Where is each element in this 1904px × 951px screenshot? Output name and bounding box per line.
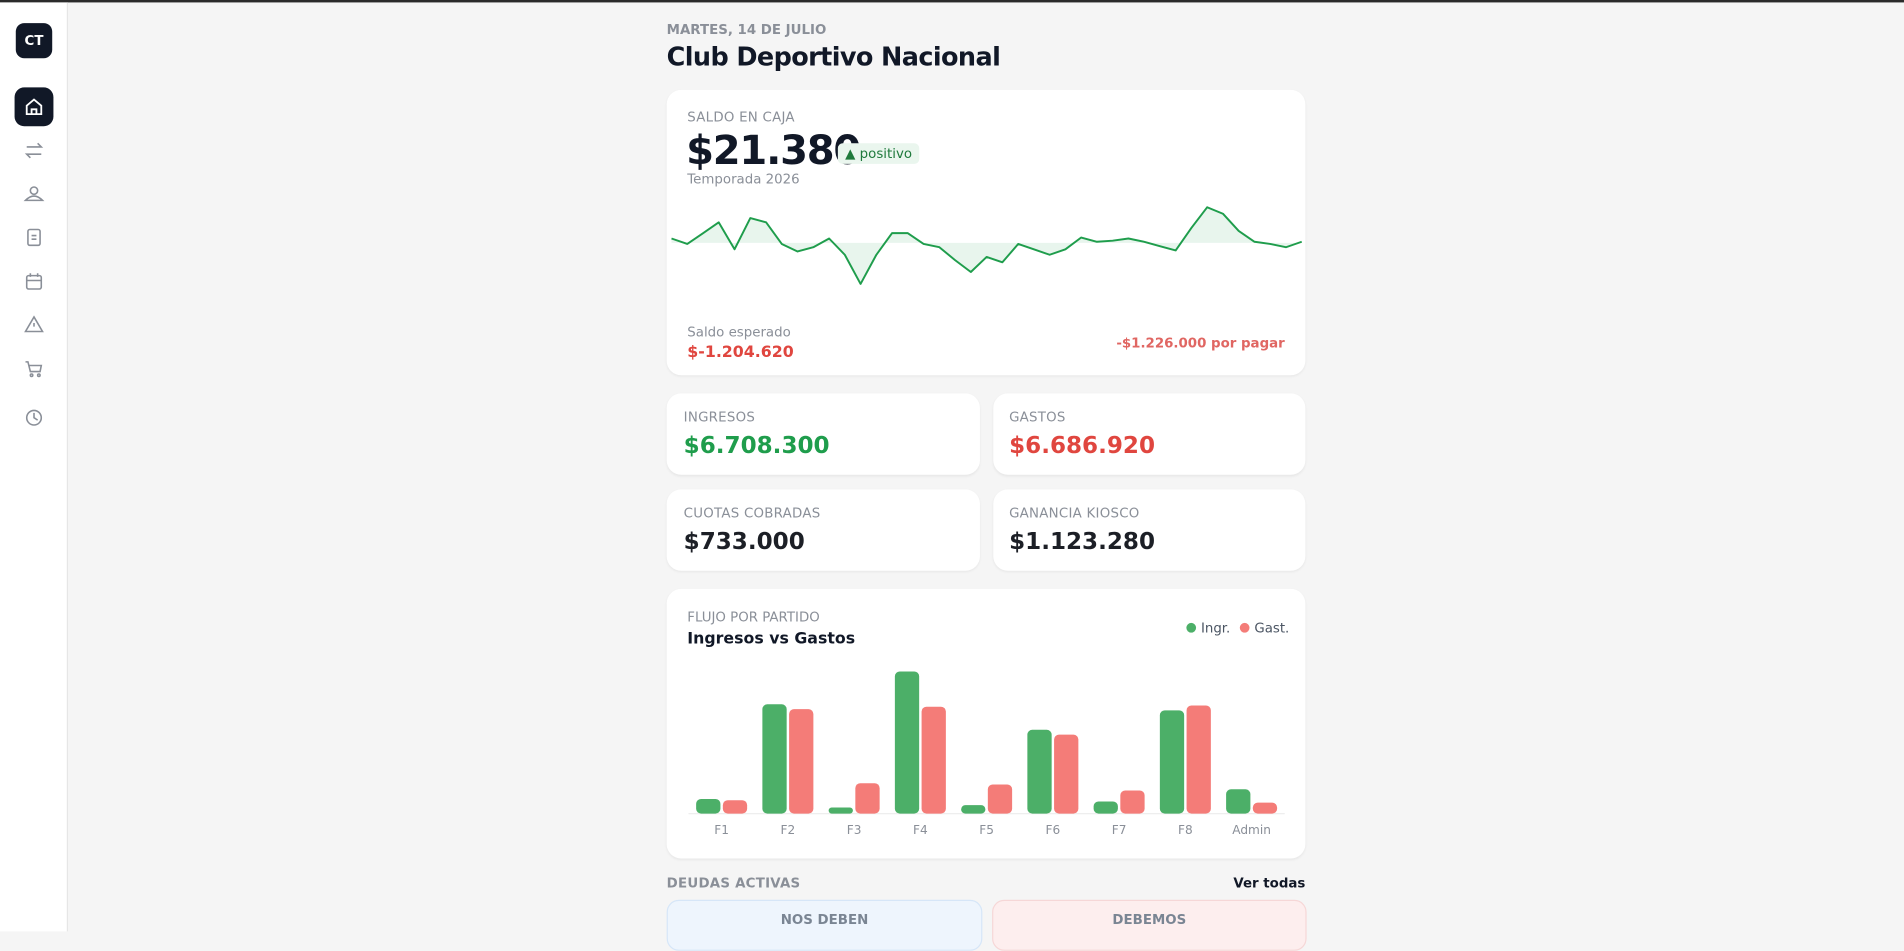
stat-card: CUOTAS COBRADAS $733.000 [666,489,980,571]
line [671,206,1303,285]
x-tick-label: F3 [847,823,862,837]
x-tick-label: F6 [1046,823,1061,837]
expected-label: Saldo esperado [687,324,791,341]
title: Club Deportivo Nacional [666,42,1001,72]
badge-text: positivo [859,145,913,162]
bar [1186,705,1211,814]
x-tick-label: F1 [714,823,729,837]
bar [789,709,814,814]
legend-label: Gast. [1254,622,1289,637]
x-tick-label: Admin [1232,823,1271,837]
stat-card: GANANCIA KIOSCO $1.123.280 [993,489,1306,571]
chart-subtitle: FLUJO POR PARTIDO [687,611,819,626]
bar [722,800,748,814]
charts: FLUJO POR PARTIDO Ingresos vs Gastos Ingr.… [671,206,1303,837]
bar [762,704,787,814]
bar [828,807,853,814]
bar [1093,801,1118,814]
stat-value: $6.686.920 [1009,432,1156,460]
x-tick-label: F4 [913,823,928,837]
area [671,207,1302,284]
bar [696,799,721,814]
bar [1120,790,1145,814]
bar [961,805,986,814]
bar [1159,710,1185,814]
bar [894,671,920,814]
bar [1054,734,1079,814]
stat-value: $1.123.280 [1009,528,1156,555]
bar [987,784,1013,814]
x-tick-label: F5 [979,823,994,837]
balance-value: $21.380 [686,126,861,174]
logo[interactable]: CT [15,23,53,59]
nav-home[interactable] [14,87,54,127]
expected-value: $-1.204.620 [687,343,794,362]
stat-card: INGRESOS $6.708.300 [666,393,980,475]
x-tick-label: F7 [1112,823,1127,837]
legend-dot [1239,622,1250,633]
see-all[interactable]: Ver todas [1233,875,1306,892]
bar [1226,789,1251,814]
bar [921,706,946,814]
stat-label: GASTOS [1009,409,1066,426]
stat-value: $6.708.300 [683,432,830,460]
balance-label: SALDO EN CAJA [687,109,795,126]
chart-title: Ingresos vs Gastos [687,629,855,648]
date: MARTES, 14 DE JULIO [666,21,827,38]
bar [1027,729,1052,814]
bar [1252,802,1278,814]
legend-label: Ingr. [1201,622,1230,637]
stat-value: $733.000 [683,528,805,555]
stat-label: INGRESOS [683,409,756,426]
x-tick-label: F2 [781,823,796,837]
badge: ▲ positivo [837,143,920,164]
x-tick-label: F8 [1178,823,1193,837]
stat-label: GANANCIA KIOSCO [1009,505,1140,521]
icon [25,98,43,116]
nav-icons[interactable] [15,130,54,446]
bar [855,783,880,814]
stat-card: GASTOS $6.686.920 [993,393,1306,475]
pending: -$1.226.000 por pagar [1116,335,1285,351]
top-bar [0,0,1904,3]
stat-label: CUOTAS COBRADAS [683,505,821,521]
debts-title: DEUDAS ACTIVAS [666,875,801,892]
season: Temporada 2026 [687,171,800,188]
sidebar: CT [0,2,69,932]
legend-dot [1186,622,1197,633]
